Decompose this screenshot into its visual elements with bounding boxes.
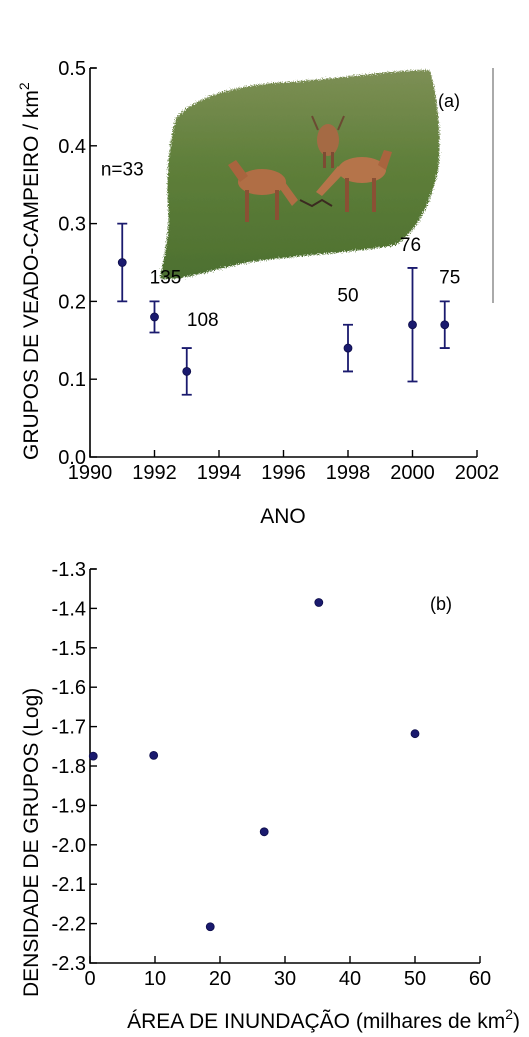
y-tick-label: -1.8 bbox=[52, 756, 86, 778]
panel-b-ylabel: DENSIDADE DE GRUPOS (Log) bbox=[20, 688, 43, 997]
sample-size-label: 135 bbox=[150, 267, 182, 288]
panel-b-xlabel-text: ÁREA DE INUNDAÇÃO (milhares de km bbox=[127, 1009, 505, 1033]
svg-text:GRUPOS DE VEADO-CAMPEIRO / km2: GRUPOS DE VEADO-CAMPEIRO / km2 bbox=[16, 82, 43, 460]
y-tick-label: 0.2 bbox=[58, 291, 86, 313]
chart-panel-a: 1990 1992 1994 1996 1998 2000 2002 0.0 0.1 0.2 0.3… bbox=[16, 58, 499, 528]
x-tick-label: 10 bbox=[144, 968, 166, 990]
panel-a-label: (a) bbox=[438, 91, 460, 111]
data-point bbox=[88, 751, 98, 761]
x-tick-label: 1992 bbox=[132, 462, 177, 484]
data-point bbox=[117, 258, 127, 267]
y-tick-label: -2.0 bbox=[52, 835, 86, 857]
panel-b-xlabel: ÁREA DE INUNDAÇÃO (milhares de km2) bbox=[127, 1006, 520, 1033]
x-tick-label: 40 bbox=[339, 968, 361, 990]
data-point bbox=[259, 827, 269, 837]
y-tick-label: -1.7 bbox=[52, 717, 86, 739]
y-tick-label: 0.1 bbox=[58, 369, 86, 391]
data-point bbox=[440, 320, 450, 330]
data-point bbox=[410, 729, 420, 739]
sample-size-label: 75 bbox=[439, 267, 460, 288]
y-tick-label: -1.5 bbox=[52, 638, 86, 660]
panel-b-xlabel-end: ) bbox=[513, 1010, 520, 1033]
x-tick-label: 30 bbox=[274, 968, 296, 990]
panel-a-ylabel-sup: 2 bbox=[16, 82, 32, 90]
panel-b-axes bbox=[89, 568, 480, 964]
data-point bbox=[150, 312, 159, 322]
x-tick-label: 1994 bbox=[197, 462, 242, 484]
y-tick-label: -1.9 bbox=[52, 795, 86, 817]
panel-b-xlabel-sup: 2 bbox=[505, 1006, 513, 1022]
panel-a-data: n=33 135 108 50 76 75 bbox=[101, 160, 460, 396]
x-tick-label: 2002 bbox=[455, 462, 500, 484]
panel-a-ticks: 1990 1992 1994 1996 1998 2000 2002 0.0 0.1 0.2 0.3… bbox=[58, 58, 499, 484]
y-tick-label: -2.3 bbox=[52, 953, 86, 975]
sample-size-label: 76 bbox=[400, 235, 421, 256]
x-tick-label: 1998 bbox=[326, 462, 371, 484]
y-tick-label: -1.4 bbox=[52, 598, 86, 620]
y-tick-label: -1.6 bbox=[52, 677, 86, 699]
x-tick-label: 20 bbox=[209, 968, 231, 990]
chart-panel-b: 0 10 20 30 40 50 60 -2.3 -2.2 -2.1 -2.0 -1.9 -1.8 -1.… bbox=[20, 559, 520, 1033]
sample-size-label: n=33 bbox=[101, 160, 144, 181]
deer-right-icon bbox=[316, 150, 392, 212]
data-point bbox=[408, 320, 417, 330]
panel-b-ticks: 0 10 20 30 40 50 60 -2.3 -2.2 -2.1 -2.0 -1.9 -1.8 -1.… bbox=[52, 559, 492, 990]
deer-photo-inset bbox=[160, 70, 440, 280]
x-tick-label: 1996 bbox=[261, 462, 306, 484]
data-point bbox=[182, 367, 192, 376]
sample-size-label: 50 bbox=[337, 286, 358, 307]
x-tick-label: 60 bbox=[469, 968, 491, 990]
y-tick-label: 0.5 bbox=[58, 58, 86, 80]
panel-a-ylabel: GRUPOS DE VEADO-CAMPEIRO / km2 bbox=[16, 82, 43, 460]
panel-b-data bbox=[88, 598, 420, 932]
panel-a-xlabel: ANO bbox=[260, 505, 306, 528]
deer-left-icon bbox=[228, 160, 298, 222]
panel-b-label: (b) bbox=[430, 594, 452, 614]
data-point bbox=[149, 750, 159, 760]
y-tick-label: -2.2 bbox=[52, 914, 86, 936]
data-point bbox=[314, 598, 324, 607]
y-tick-label: 0.4 bbox=[58, 136, 86, 158]
x-tick-label: 50 bbox=[404, 968, 426, 990]
y-tick-label: 0.3 bbox=[58, 214, 86, 236]
x-tick-label: 1990 bbox=[68, 462, 113, 484]
panel-a-ylabel-text: GRUPOS DE VEADO-CAMPEIRO / km bbox=[20, 90, 43, 460]
data-point bbox=[343, 343, 353, 353]
data-point bbox=[205, 922, 215, 932]
y-tick-label: -1.3 bbox=[52, 559, 86, 581]
deer-back-icon bbox=[311, 115, 345, 168]
y-tick-label: 0.0 bbox=[58, 447, 86, 469]
y-tick-label: -2.1 bbox=[52, 874, 86, 896]
sample-size-label: 108 bbox=[187, 310, 219, 331]
x-tick-label: 0 bbox=[84, 968, 95, 990]
x-tick-label: 2000 bbox=[390, 462, 435, 484]
